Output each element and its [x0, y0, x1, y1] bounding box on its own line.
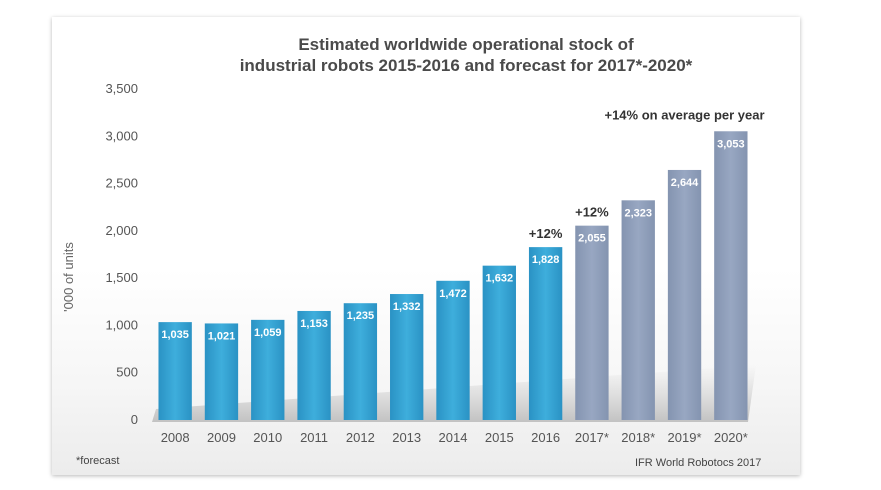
x-tick-label: 2010 — [253, 430, 282, 445]
x-tick-label: 2019* — [668, 430, 702, 445]
growth-annotation: +12% — [575, 205, 609, 220]
bar — [390, 294, 424, 420]
y-tick-label: 2,000 — [105, 223, 138, 238]
y-axis-label: '000 of units — [61, 242, 76, 312]
bar — [667, 169, 702, 420]
bar — [158, 322, 192, 420]
x-tick-label: 2016 — [531, 430, 560, 445]
x-tick-label: 2012 — [346, 430, 375, 445]
growth-annotation: +14% on average per year — [604, 107, 764, 122]
bar — [251, 319, 285, 420]
bar — [621, 200, 655, 420]
bar-value-label: 1,472 — [439, 288, 467, 300]
chart-title-line-2: industrial robots 2015-2016 and forecast… — [240, 56, 693, 75]
chart-title-line-1: Estimated worldwide operational stock of — [298, 35, 634, 54]
x-tick-label: 2014 — [439, 430, 468, 445]
bar-value-label: 1,153 — [300, 318, 328, 330]
x-tick-label: 2008 — [161, 430, 190, 445]
bar — [436, 280, 470, 420]
y-tick-label: 1,000 — [105, 317, 138, 332]
y-tick-label: 1,500 — [105, 270, 138, 285]
x-tick-label: 2013 — [392, 430, 421, 445]
x-tick-label: 2018* — [621, 430, 655, 445]
bar — [482, 265, 516, 420]
bar-value-label: 1,828 — [532, 254, 560, 266]
bar-value-label: 1,632 — [486, 273, 514, 285]
x-tick-label: 2011 — [300, 430, 328, 445]
bar — [528, 247, 563, 420]
bar — [343, 303, 378, 420]
y-axis-ticks: 0 500 1,000 1,500 2,000 2,500 3,000 3,500 — [105, 81, 138, 427]
y-tick-label: 3,000 — [105, 128, 138, 143]
annotations: +12% +12% +14% on average per year — [529, 107, 765, 241]
growth-annotation: +12% — [529, 226, 563, 241]
bar-value-label: 1,059 — [254, 327, 282, 339]
bar-value-label: 1,035 — [161, 329, 189, 341]
bar — [204, 323, 239, 420]
x-axis-ticks: 2008 2009 2010 2011 2012 2013 2014 2015 2016 2017… — [161, 430, 748, 445]
bar-value-label: 1,332 — [393, 301, 421, 313]
bar-value-label: 1,021 — [208, 330, 236, 342]
x-tick-label: 2009 — [207, 430, 236, 445]
bar-value-label: 2,644 — [671, 177, 699, 189]
footnote: *forecast — [76, 455, 119, 467]
source-note: IFR World Robotocs 2017 — [635, 457, 761, 469]
bar-value-label: 3,053 — [717, 138, 745, 150]
bars — [158, 131, 748, 420]
bar-chart: Estimated worldwide operational stock of… — [61, 35, 765, 469]
y-tick-label: 3,500 — [105, 81, 138, 96]
x-tick-label: 2017* — [575, 430, 609, 445]
value-labels: 1,035 1,021 1,059 1,153 1,235 1,332 1,472 1,632… — [161, 138, 744, 342]
bar-value-label: 2,055 — [578, 233, 606, 245]
y-tick-label: 2,500 — [105, 176, 138, 191]
y-tick-label: 500 — [116, 365, 138, 380]
bar-value-label: 1,235 — [347, 310, 375, 322]
y-tick-label: 0 — [131, 412, 138, 427]
bar — [714, 131, 748, 420]
x-tick-label: 2015 — [485, 430, 514, 445]
bar-value-label: 2,323 — [624, 207, 652, 219]
bar — [297, 310, 331, 420]
x-tick-label: 2020* — [714, 430, 748, 445]
chart-card: Estimated worldwide operational stock of… — [52, 17, 800, 475]
bar — [575, 225, 609, 420]
